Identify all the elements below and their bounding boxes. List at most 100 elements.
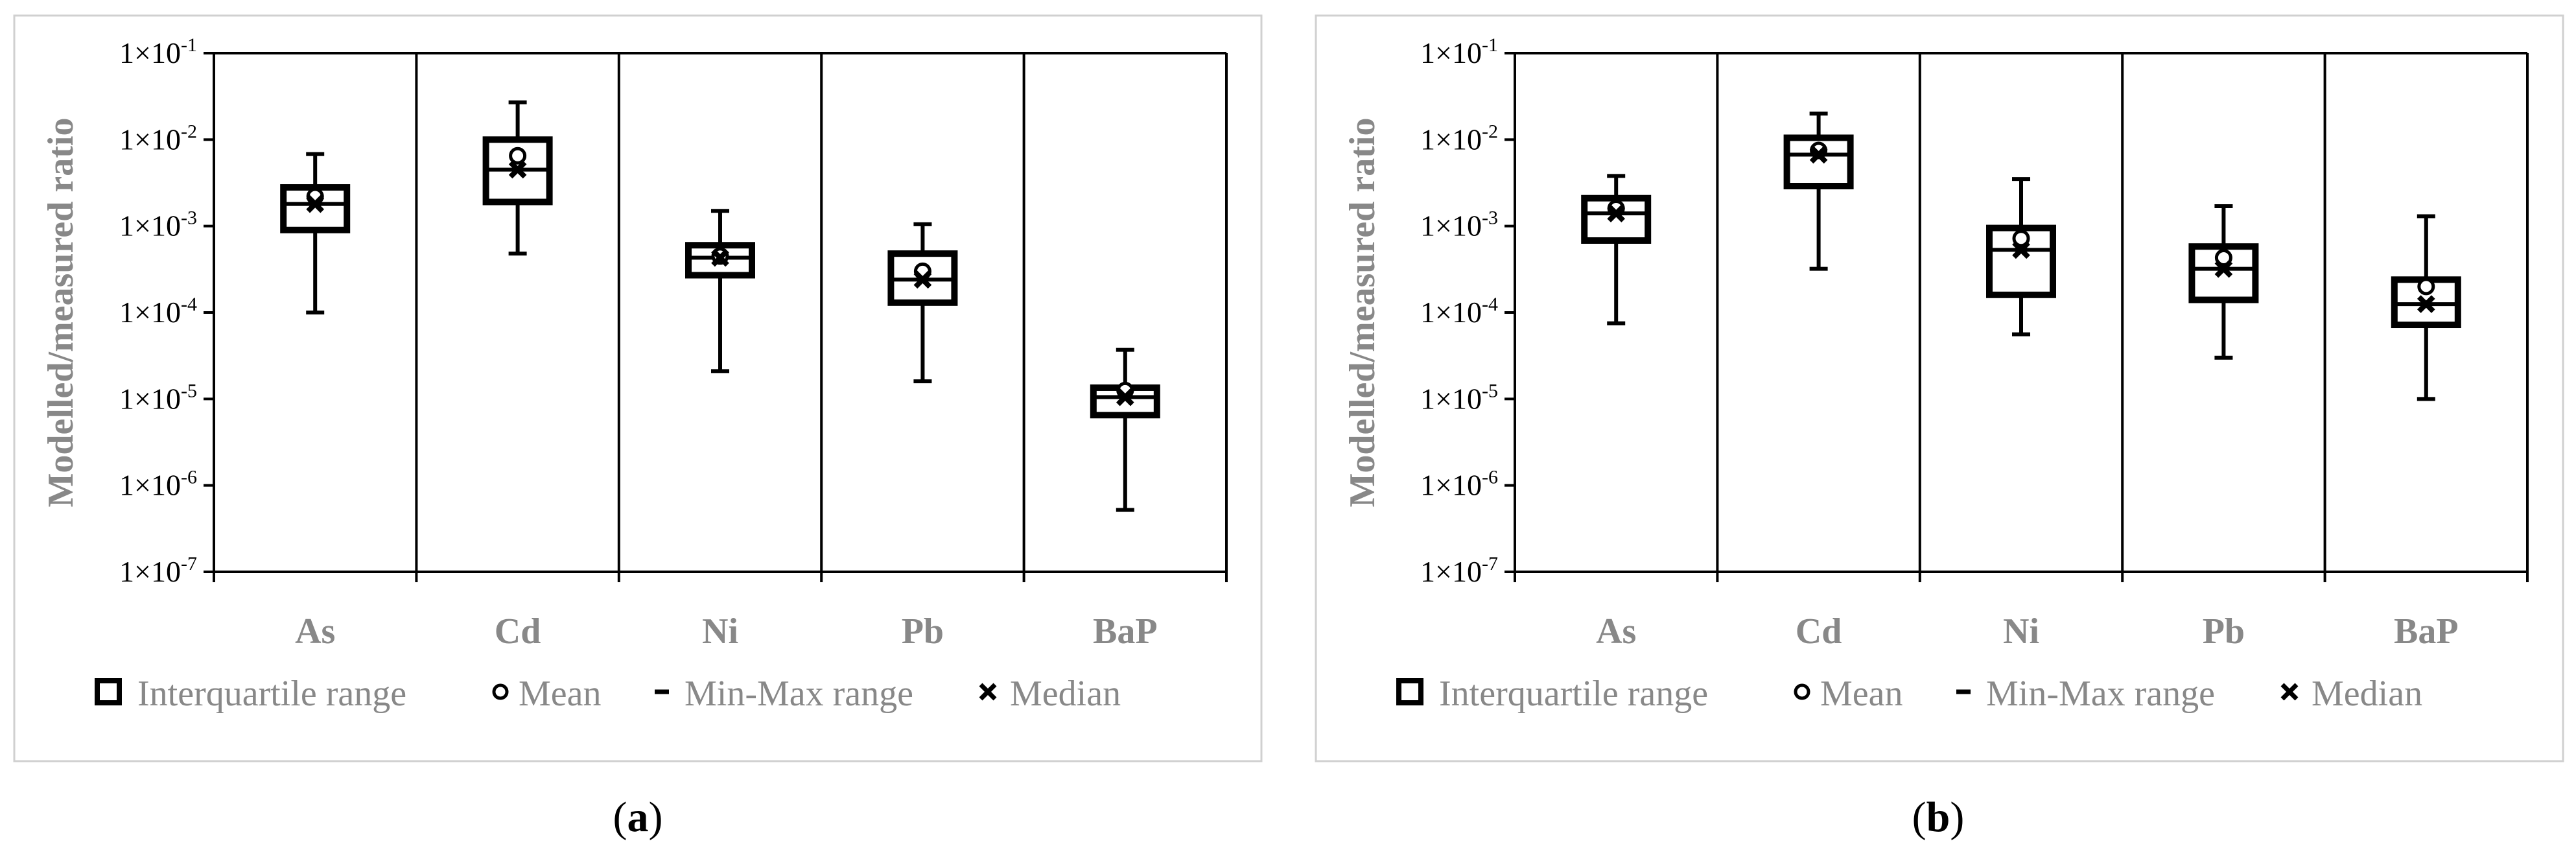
legend-iqr-symbol xyxy=(1396,678,1423,705)
legend-mean-symbol xyxy=(1794,683,1810,700)
legend-iqr-symbol xyxy=(95,678,122,705)
panel-a-y-tick-label: 1×10-4 xyxy=(119,294,197,329)
median-marker xyxy=(2214,259,2233,278)
panel-a-box-bap xyxy=(1090,348,1160,512)
panel-b-box-as xyxy=(1581,174,1652,325)
panel-b-y-tick-exponent: -5 xyxy=(1482,380,1498,401)
panel-b-y-tick-base: 1×10 xyxy=(1420,296,1482,329)
panel-a-caption-letter: a xyxy=(627,794,649,841)
median-marker xyxy=(2012,241,2030,259)
panel-a-y-tick-label: 1×10-5 xyxy=(119,380,197,415)
panel-b: 1×10-71×10-61×10-51×10-41×10-31×10-21×10… xyxy=(1315,14,2564,762)
panel-b-y-tick-label: 1×10-2 xyxy=(1420,121,1498,156)
panel-b-y-tick-label: 1×10-1 xyxy=(1420,34,1498,69)
interquartile-box xyxy=(1783,134,1854,190)
panel-b-box-cd xyxy=(1783,112,1854,271)
panel-b-y-tick-exponent: -7 xyxy=(1482,553,1498,574)
panel-a-y-tick-exponent: -3 xyxy=(181,207,197,229)
median-marker xyxy=(913,270,932,289)
panel-a-frame xyxy=(13,14,1263,762)
panel-b-y-tick-base: 1×10 xyxy=(1420,555,1482,588)
panel-b-y-tick-exponent: -6 xyxy=(1482,467,1498,488)
panel-b-y-tick-label: 1×10-3 xyxy=(1420,207,1498,242)
legend-median-label: Median xyxy=(2312,674,2422,714)
panel-b-legend: Interquartile range Mean Min-Max range Medi… xyxy=(1396,674,2422,714)
panel-a: 1×10-71×10-61×10-51×10-41×10-31×10-21×10… xyxy=(13,14,1263,762)
panel-a-y-tick-exponent: -7 xyxy=(181,553,197,574)
legend-mean-label: Mean xyxy=(1820,674,1903,714)
interquartile-box xyxy=(1986,224,2056,298)
panel-a-y-tick-label: 1×10-6 xyxy=(119,467,197,502)
panel-a-box-cd xyxy=(482,100,553,256)
median-marker xyxy=(2417,295,2435,313)
legend-median-symbol xyxy=(979,683,997,701)
panel-b-frame xyxy=(1315,14,2564,762)
panel-a-plot: 1×10-71×10-61×10-51×10-41×10-31×10-21×10… xyxy=(119,34,1228,652)
panel-b-caption-open: ( xyxy=(1912,794,1926,841)
panel-b-category-label: As xyxy=(1596,611,1636,652)
panel-a-caption: (a) xyxy=(613,794,663,841)
panel-a-category-label: Pb xyxy=(902,611,944,652)
panel-a-box-as xyxy=(280,152,351,314)
mean-marker xyxy=(509,147,527,165)
panel-a-y-axis-label: Modelled/measured ratio xyxy=(41,118,81,508)
panel-b-y-tick-label: 1×10-7 xyxy=(1420,553,1498,588)
panel-b-y-tick-label: 1×10-6 xyxy=(1420,467,1498,502)
panel-b-y-tick-exponent: -4 xyxy=(1482,294,1498,315)
median-marker xyxy=(1809,145,1828,164)
panel-b-category-label: BaP xyxy=(2394,611,2459,652)
legend-mean-label: Mean xyxy=(519,674,602,714)
panel-a-category-label: Ni xyxy=(702,611,738,652)
median-marker xyxy=(508,160,527,179)
interquartile-box xyxy=(1581,195,1652,244)
panel-a-y-tick-label: 1×10-3 xyxy=(119,207,197,242)
panel-a-category-label: BaP xyxy=(1093,611,1158,652)
panel-a-y-tick-base: 1×10 xyxy=(119,209,181,242)
panel-a-caption-open: ( xyxy=(613,794,627,841)
legend-iqr-label: Interquartile range xyxy=(137,674,406,714)
panel-b-caption-close: ) xyxy=(1950,794,1964,841)
panel-a-y-tick-exponent: -2 xyxy=(181,121,197,142)
panel-b-y-tick-base: 1×10 xyxy=(1420,469,1482,502)
panel-b-plot: 1×10-71×10-61×10-51×10-41×10-31×10-21×10… xyxy=(1420,34,2529,652)
mean-marker xyxy=(2214,249,2232,267)
mean-marker xyxy=(2417,277,2435,296)
interquartile-box xyxy=(2188,243,2259,303)
panel-a-box-pb xyxy=(887,222,958,384)
panel-b-y-tick-exponent: -2 xyxy=(1482,121,1498,142)
median-marker xyxy=(711,248,729,267)
interquartile-box xyxy=(685,242,755,279)
panel-a-y-tick-exponent: -1 xyxy=(181,34,197,56)
panel-a-y-tick-base: 1×10 xyxy=(119,382,181,415)
legend-median-label: Median xyxy=(1010,674,1121,714)
legend-iqr-label: Interquartile range xyxy=(1439,674,1708,714)
legend-minmax-label: Min-Max range xyxy=(1986,674,2215,714)
panel-a-y-tick-exponent: -6 xyxy=(181,467,197,488)
legend-mean-symbol xyxy=(492,683,509,700)
median-marker xyxy=(1116,388,1134,407)
panel-b-category-label: Pb xyxy=(2203,611,2245,652)
panel-a-y-tick-base: 1×10 xyxy=(119,469,181,502)
panel-a-y-tick-label: 1×10-7 xyxy=(119,553,197,588)
mean-marker xyxy=(2012,230,2030,248)
panel-a-y-tick-label: 1×10-1 xyxy=(119,34,197,69)
median-marker xyxy=(1607,204,1626,223)
panel-b-box-pb xyxy=(2188,204,2259,360)
panel-b-caption-letter: b xyxy=(1926,794,1950,841)
panel-b-y-tick-label: 1×10-5 xyxy=(1420,380,1498,415)
panel-b-box-bap xyxy=(2391,214,2461,401)
panel-b-category-label: Cd xyxy=(1796,611,1842,652)
panel-a-y-tick-exponent: -5 xyxy=(181,380,197,401)
panel-b-y-tick-exponent: -3 xyxy=(1482,207,1498,229)
panel-b-box-ni xyxy=(1986,177,2056,336)
panel-b-y-tick-base: 1×10 xyxy=(1420,36,1482,69)
panel-a-y-tick-base: 1×10 xyxy=(119,296,181,329)
panel-a-category-label: As xyxy=(295,611,335,652)
panel-b-caption: (b) xyxy=(1912,794,1965,841)
panel-a-y-tick-base: 1×10 xyxy=(119,555,181,588)
median-marker xyxy=(306,195,325,213)
panel-b-y-tick-exponent: -1 xyxy=(1482,34,1498,56)
panel-b-y-tick-base: 1×10 xyxy=(1420,209,1482,242)
panel-a-caption-close: ) xyxy=(649,794,663,841)
